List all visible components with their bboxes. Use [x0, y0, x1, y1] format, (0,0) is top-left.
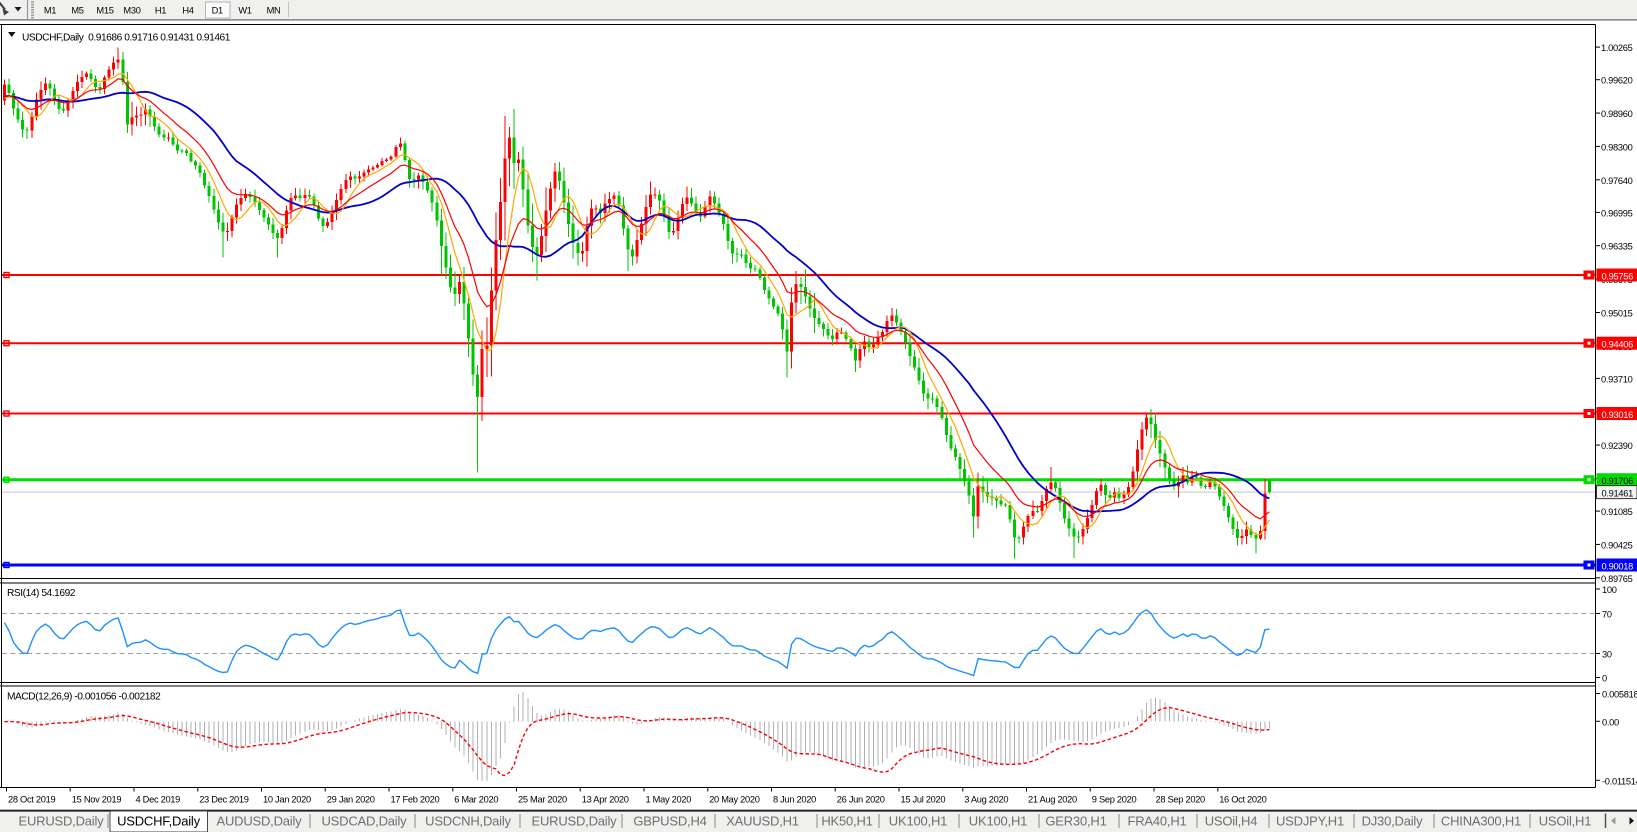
svg-text:29 Jan 2020: 29 Jan 2020 — [327, 795, 375, 805]
svg-text:25 Mar 2020: 25 Mar 2020 — [518, 795, 567, 805]
svg-text:MACD(12,26,9) -0.001056 -0.002: MACD(12,26,9) -0.001056 -0.002182 — [7, 692, 161, 703]
svg-text:CHINA300,H1: CHINA300,H1 — [1441, 814, 1521, 829]
svg-text:0.99620: 0.99620 — [1601, 76, 1633, 86]
svg-text:70: 70 — [1602, 610, 1612, 620]
svg-text:USOil,H1: USOil,H1 — [1539, 814, 1592, 829]
svg-text:EURUSD,Daily: EURUSD,Daily — [18, 814, 104, 829]
svg-text:GER30,H1: GER30,H1 — [1045, 814, 1106, 829]
svg-text:0.95015: 0.95015 — [1601, 309, 1633, 319]
svg-text:0.96335: 0.96335 — [1601, 242, 1633, 252]
svg-text:USDCHF,Daily 0.91686 0.91716: USDCHF,Daily 0.91686 0.91716 0.91431 0.9… — [22, 33, 231, 44]
svg-text:0.98960: 0.98960 — [1601, 109, 1633, 119]
svg-text:EURUSD,Daily: EURUSD,Daily — [531, 814, 617, 829]
svg-text:17 Feb 2020: 17 Feb 2020 — [391, 795, 440, 805]
svg-text:UK100,H1: UK100,H1 — [889, 814, 947, 829]
svg-text:26 Jun 2020: 26 Jun 2020 — [837, 795, 885, 805]
svg-text:M5: M5 — [71, 6, 83, 16]
svg-text:21 Aug 2020: 21 Aug 2020 — [1028, 795, 1077, 805]
svg-text:XAUUSD,H1: XAUUSD,H1 — [726, 814, 799, 829]
svg-text:15 Nov 2019: 15 Nov 2019 — [72, 795, 122, 805]
svg-text:10 Jan 2020: 10 Jan 2020 — [263, 795, 311, 805]
svg-text:28 Oct 2019: 28 Oct 2019 — [8, 795, 55, 805]
svg-text:USDJPY,H1: USDJPY,H1 — [1276, 814, 1344, 829]
svg-text:M15: M15 — [96, 6, 113, 16]
svg-text:0.96995: 0.96995 — [1601, 208, 1633, 218]
svg-text:1 May 2020: 1 May 2020 — [646, 795, 692, 805]
svg-text:4 Dec 2019: 4 Dec 2019 — [136, 795, 181, 805]
svg-text:USOil,H4: USOil,H4 — [1205, 814, 1258, 829]
svg-text:16 Oct 2020: 16 Oct 2020 — [1219, 795, 1266, 805]
svg-text:0.91461: 0.91461 — [1602, 488, 1634, 498]
svg-text:W1: W1 — [238, 6, 251, 16]
svg-text:USDCHF,Daily: USDCHF,Daily — [117, 814, 201, 829]
svg-text:D1: D1 — [212, 6, 223, 16]
svg-text:-0.011514: -0.011514 — [1602, 776, 1637, 786]
svg-text:UK100,H1: UK100,H1 — [969, 814, 1027, 829]
svg-text:100: 100 — [1602, 585, 1617, 595]
svg-text:20 May 2020: 20 May 2020 — [709, 795, 760, 805]
svg-text:0.89765: 0.89765 — [1601, 574, 1633, 584]
svg-text:1.00265: 1.00265 — [1601, 43, 1633, 53]
svg-text:8 Jun 2020: 8 Jun 2020 — [773, 795, 816, 805]
svg-text:0.00: 0.00 — [1602, 717, 1619, 727]
svg-text:USDCNH,Daily: USDCNH,Daily — [425, 814, 511, 829]
svg-text:MN: MN — [267, 6, 281, 16]
svg-text:0: 0 — [1602, 674, 1607, 684]
svg-text:0.95756: 0.95756 — [1602, 271, 1634, 281]
svg-text:0.90018: 0.90018 — [1602, 561, 1634, 571]
svg-text:0.005818: 0.005818 — [1602, 690, 1637, 700]
svg-text:GBPUSD,H4: GBPUSD,H4 — [633, 814, 706, 829]
svg-text:FRA40,H1: FRA40,H1 — [1127, 814, 1186, 829]
svg-text:28 Sep 2020: 28 Sep 2020 — [1156, 795, 1206, 805]
svg-text:HK50,H1: HK50,H1 — [821, 814, 872, 829]
svg-text:23 Dec 2019: 23 Dec 2019 — [199, 795, 249, 805]
svg-text:M30: M30 — [123, 6, 140, 16]
svg-text:0.92390: 0.92390 — [1601, 441, 1633, 451]
svg-text:0.94406: 0.94406 — [1602, 340, 1634, 350]
svg-text:30: 30 — [1602, 650, 1612, 660]
svg-text:H1: H1 — [155, 6, 166, 16]
svg-text:0.93016: 0.93016 — [1602, 410, 1634, 420]
svg-text:RSI(14) 54.1692: RSI(14) 54.1692 — [7, 588, 76, 599]
svg-text:0.91706: 0.91706 — [1602, 476, 1634, 486]
svg-text:DJ30,Daily: DJ30,Daily — [1362, 814, 1424, 829]
svg-text:USDCAD,Daily: USDCAD,Daily — [321, 814, 407, 829]
svg-text:3 Aug 2020: 3 Aug 2020 — [964, 795, 1008, 805]
svg-text:M1: M1 — [44, 6, 56, 16]
svg-text:9 Sep 2020: 9 Sep 2020 — [1092, 795, 1137, 805]
svg-text:0.91085: 0.91085 — [1601, 507, 1633, 517]
svg-text:AUDUSD,Daily: AUDUSD,Daily — [216, 814, 302, 829]
svg-text:0.90425: 0.90425 — [1601, 540, 1633, 550]
svg-text:0.97640: 0.97640 — [1601, 176, 1633, 186]
svg-text:0.93710: 0.93710 — [1601, 374, 1633, 384]
svg-text:13 Apr 2020: 13 Apr 2020 — [582, 795, 629, 805]
svg-text:6 Mar 2020: 6 Mar 2020 — [454, 795, 498, 805]
svg-text:15 Jul 2020: 15 Jul 2020 — [901, 795, 946, 805]
svg-text:0.98300: 0.98300 — [1601, 142, 1633, 152]
svg-text:H4: H4 — [182, 6, 193, 16]
